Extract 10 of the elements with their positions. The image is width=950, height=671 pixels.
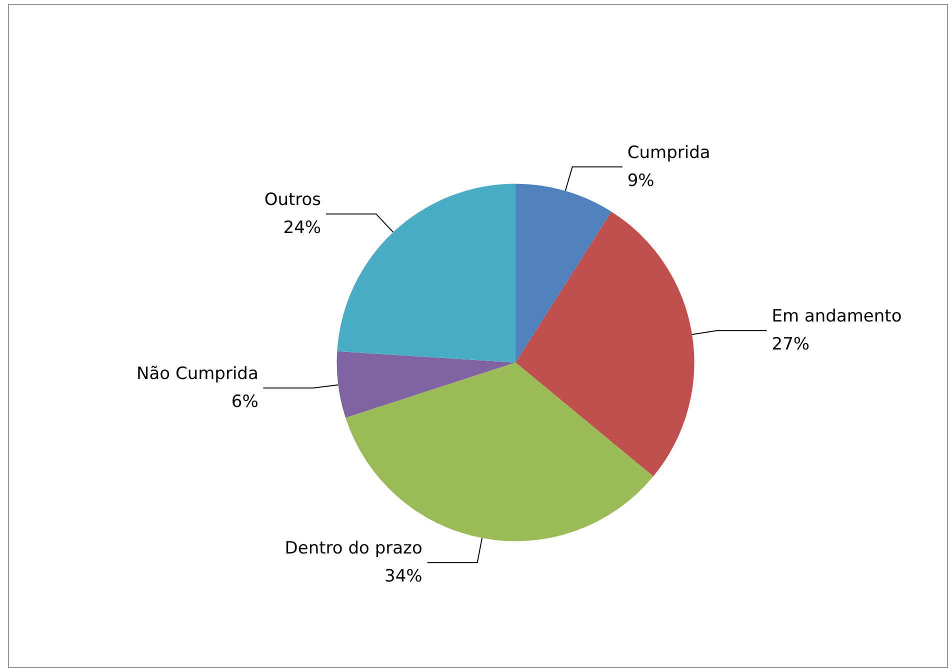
data-label: 27% [772, 334, 810, 355]
data-label: 6% [231, 392, 258, 412]
slice-label: Outros [264, 190, 322, 210]
slice-label: Cumprida [627, 142, 710, 163]
data-label: 24% [283, 218, 322, 238]
slice-label: Dentro do prazo [284, 538, 422, 559]
slice-label: Não Cumprida [136, 364, 258, 384]
data-label: 9% [627, 170, 654, 191]
slice-label: Em andamento [772, 306, 902, 327]
data-label: 34% [384, 566, 422, 587]
